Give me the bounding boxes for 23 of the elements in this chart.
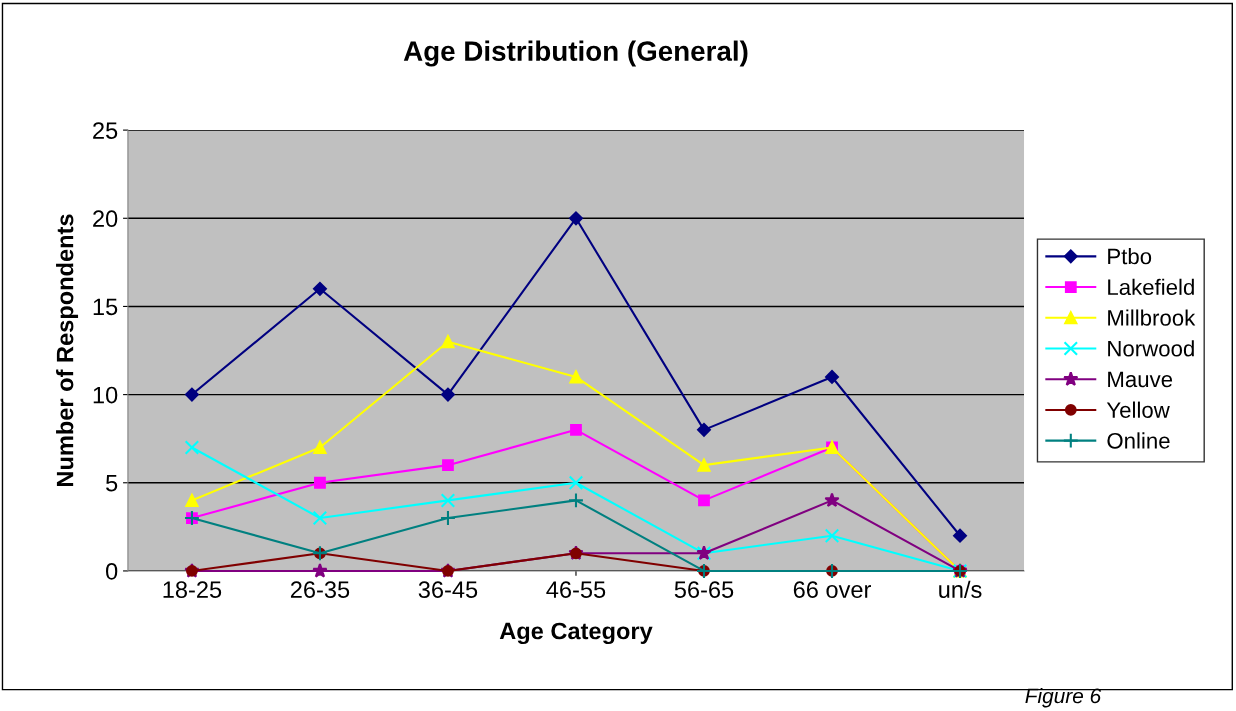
- x-tick-label: un/s: [939, 580, 982, 598]
- x-tick-label: 18-25: [163, 581, 222, 598]
- y-axis-title: Number of Respondents: [56, 214, 79, 487]
- legend-label: Norwood: [1108, 340, 1194, 357]
- x-tick-label: 66 over: [793, 581, 871, 598]
- x-tick-label: 46-55: [546, 581, 606, 598]
- y-tick-label: 10: [93, 386, 118, 404]
- legend-label: Lakefield: [1108, 278, 1194, 296]
- legend-label: Millbrook: [1108, 309, 1196, 326]
- y-tick-label: 20: [93, 210, 118, 228]
- legend-label: Online: [1107, 432, 1170, 449]
- y-tick-label: 25: [93, 122, 118, 139]
- y-tick-label: 5: [106, 475, 118, 492]
- x-axis-title: Age Category: [499, 622, 653, 645]
- y-tick-label: 0: [106, 563, 118, 580]
- x-tick-label: 26-35: [290, 581, 350, 598]
- x-tick-label: 36-45: [418, 581, 478, 598]
- y-tick-label: 15: [93, 298, 118, 316]
- x-tick-label: 56-65: [674, 581, 734, 598]
- chart-title: Age Distribution (General): [403, 40, 748, 67]
- legend-label: Yellow: [1106, 401, 1170, 418]
- legend-label: Ptbo: [1108, 248, 1152, 265]
- legend-label: Mauve: [1108, 371, 1173, 388]
